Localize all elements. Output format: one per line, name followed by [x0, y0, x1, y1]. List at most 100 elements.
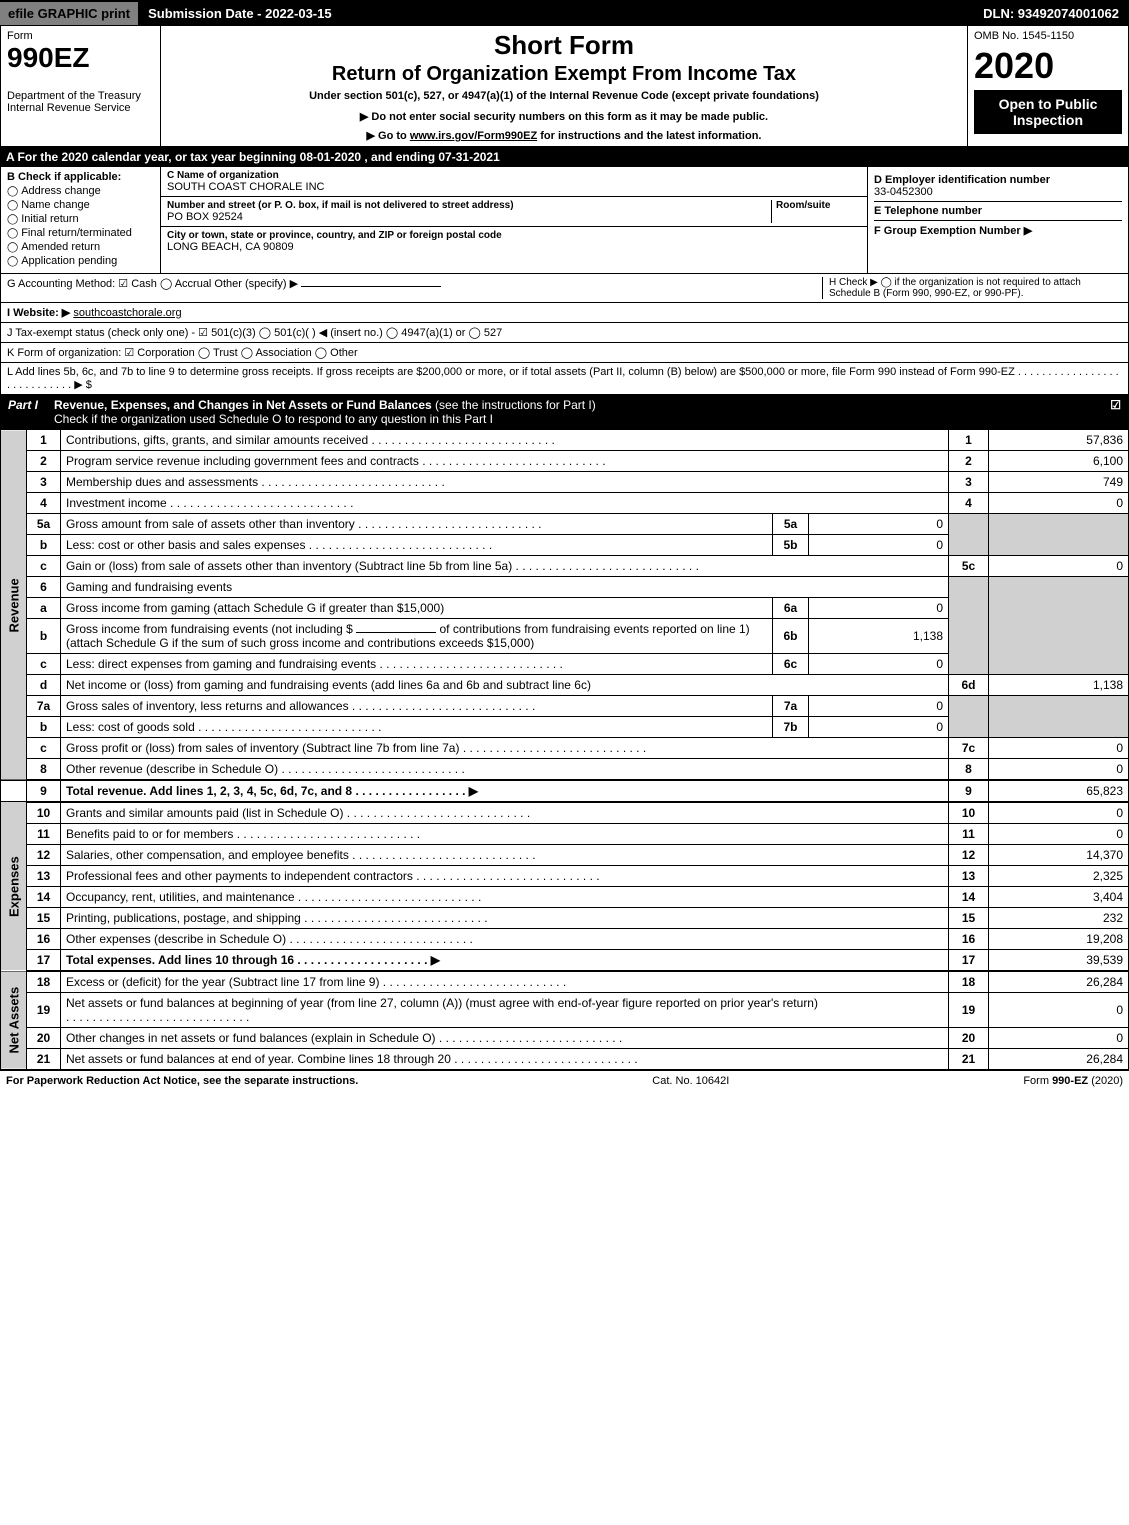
l17-val: 39,539: [989, 950, 1129, 972]
l6a-subln: 6a: [773, 598, 809, 619]
l13-num: 13: [27, 866, 61, 887]
l18-num: 18: [27, 971, 61, 993]
l5b-subln: 5b: [773, 535, 809, 556]
l6a-num: a: [27, 598, 61, 619]
l7a-subln: 7a: [773, 696, 809, 717]
form-header-center: Short Form Return of Organization Exempt…: [161, 26, 968, 146]
form-goto: ▶ Go to www.irs.gov/Form990EZ for instru…: [169, 129, 959, 142]
l1-text: Contributions, gifts, grants, and simila…: [61, 430, 949, 451]
l6c-subval: 0: [809, 654, 949, 675]
l5b-num: b: [27, 535, 61, 556]
l4-text: Investment income: [61, 493, 949, 514]
l19-ln: 19: [949, 993, 989, 1028]
l16-ln: 16: [949, 929, 989, 950]
l7-shade-val: [989, 696, 1129, 738]
city-label: City or town, state or province, country…: [167, 230, 861, 241]
l14-text: Occupancy, rent, utilities, and maintena…: [61, 887, 949, 908]
l8-val: 0: [989, 759, 1129, 781]
l6a-text: Gross income from gaming (attach Schedul…: [61, 598, 773, 619]
l5a-num: 5a: [27, 514, 61, 535]
l6b-blank[interactable]: [356, 632, 436, 633]
row-g: G Accounting Method: ☑ Cash ◯ Accrual Ot…: [7, 277, 822, 299]
l6-num: 6: [27, 577, 61, 598]
dept-of-treasury: Department of the Treasury: [7, 90, 154, 102]
part1-check[interactable]: ☑: [1102, 395, 1129, 429]
l4-ln: 4: [949, 493, 989, 514]
meta-rows: G Accounting Method: ☑ Cash ◯ Accrual Ot…: [0, 274, 1129, 395]
l20-val: 0: [989, 1028, 1129, 1049]
g-label: G Accounting Method: ☑ Cash ◯ Accrual Ot…: [7, 278, 298, 290]
section-b-label: B Check if applicable:: [7, 171, 154, 183]
l3-text: Membership dues and assessments: [61, 472, 949, 493]
l13-val: 2,325: [989, 866, 1129, 887]
org-name: SOUTH COAST CHORALE INC: [167, 181, 861, 193]
chk-name-change[interactable]: Name change: [7, 199, 154, 211]
form-subtitle: Return of Organization Exempt From Incom…: [169, 63, 959, 86]
l6b-text: Gross income from fundraising events (no…: [61, 619, 773, 654]
l7c-val: 0: [989, 738, 1129, 759]
l9-val: 65,823: [989, 780, 1129, 802]
g-blank[interactable]: [301, 286, 441, 287]
info-block: B Check if applicable: Address change Na…: [0, 167, 1129, 274]
l2-text: Program service revenue including govern…: [61, 451, 949, 472]
l18-text: Excess or (deficit) for the year (Subtra…: [61, 971, 949, 993]
l15-ln: 15: [949, 908, 989, 929]
l13-ln: 13: [949, 866, 989, 887]
l17-text: Total expenses. Add lines 10 through 16 …: [61, 950, 949, 972]
chk-address-change[interactable]: Address change: [7, 185, 154, 197]
grp-label: F Group Exemption Number ▶: [874, 224, 1122, 237]
l7c-ln: 7c: [949, 738, 989, 759]
side-netassets: Net Assets: [1, 971, 27, 1070]
chk-amended-return[interactable]: Amended return: [7, 241, 154, 253]
l10-text: Grants and similar amounts paid (list in…: [61, 802, 949, 824]
l14-val: 3,404: [989, 887, 1129, 908]
l4-val: 0: [989, 493, 1129, 514]
goto-pre: ▶ Go to: [367, 130, 410, 142]
l9-num: 9: [27, 780, 61, 802]
ein-label: D Employer identification number: [874, 174, 1122, 186]
row-k: K Form of organization: ☑ Corporation ◯ …: [1, 343, 1128, 363]
chk-application-pending[interactable]: Application pending: [7, 255, 154, 267]
l20-text: Other changes in net assets or fund bala…: [61, 1028, 949, 1049]
l5a-subval: 0: [809, 514, 949, 535]
form-header: Form 990EZ Department of the Treasury In…: [0, 26, 1129, 147]
l6d-val: 1,138: [989, 675, 1129, 696]
l21-num: 21: [27, 1049, 61, 1070]
l2-ln: 2: [949, 451, 989, 472]
form-header-left: Form 990EZ Department of the Treasury In…: [1, 26, 161, 146]
l8-num: 8: [27, 759, 61, 781]
top-header-bar: efile GRAPHIC print Submission Date - 20…: [0, 0, 1129, 26]
l15-val: 232: [989, 908, 1129, 929]
l16-val: 19,208: [989, 929, 1129, 950]
omb-number: OMB No. 1545-1150: [974, 30, 1122, 42]
l6b-subln: 6b: [773, 619, 809, 654]
l6c-num: c: [27, 654, 61, 675]
chk-initial-return[interactable]: Initial return: [7, 213, 154, 225]
l7c-text: Gross profit or (loss) from sales of inv…: [61, 738, 949, 759]
part1-check-label: Check if the organization used Schedule …: [54, 412, 493, 426]
goto-link[interactable]: www.irs.gov/Form990EZ: [410, 130, 537, 142]
ein-value: 33-0452300: [874, 186, 1122, 198]
l18-ln: 18: [949, 971, 989, 993]
l5c-val: 0: [989, 556, 1129, 577]
l8-ln: 8: [949, 759, 989, 781]
tax-year-row: A For the 2020 calendar year, or tax yea…: [0, 147, 1129, 167]
form-header-right: OMB No. 1545-1150 2020 Open to Public In…: [968, 26, 1128, 146]
form-ssn-warning: ▶ Do not enter social security numbers o…: [169, 110, 959, 123]
l21-ln: 21: [949, 1049, 989, 1070]
l13-text: Professional fees and other payments to …: [61, 866, 949, 887]
l8-text: Other revenue (describe in Schedule O): [61, 759, 949, 781]
l19-val: 0: [989, 993, 1129, 1028]
footer-mid: Cat. No. 10642I: [652, 1075, 729, 1087]
l14-ln: 14: [949, 887, 989, 908]
row-h: H Check ▶ ◯ if the organization is not r…: [822, 277, 1122, 299]
website-link[interactable]: southcoastchorale.org: [73, 307, 181, 319]
l3-ln: 3: [949, 472, 989, 493]
l16-num: 16: [27, 929, 61, 950]
l9-ln: 9: [949, 780, 989, 802]
part1-header: Part I Revenue, Expenses, and Changes in…: [0, 395, 1129, 429]
l6-shade-val: [989, 577, 1129, 675]
l6c-subln: 6c: [773, 654, 809, 675]
chk-final-return[interactable]: Final return/terminated: [7, 227, 154, 239]
l17-num: 17: [27, 950, 61, 972]
